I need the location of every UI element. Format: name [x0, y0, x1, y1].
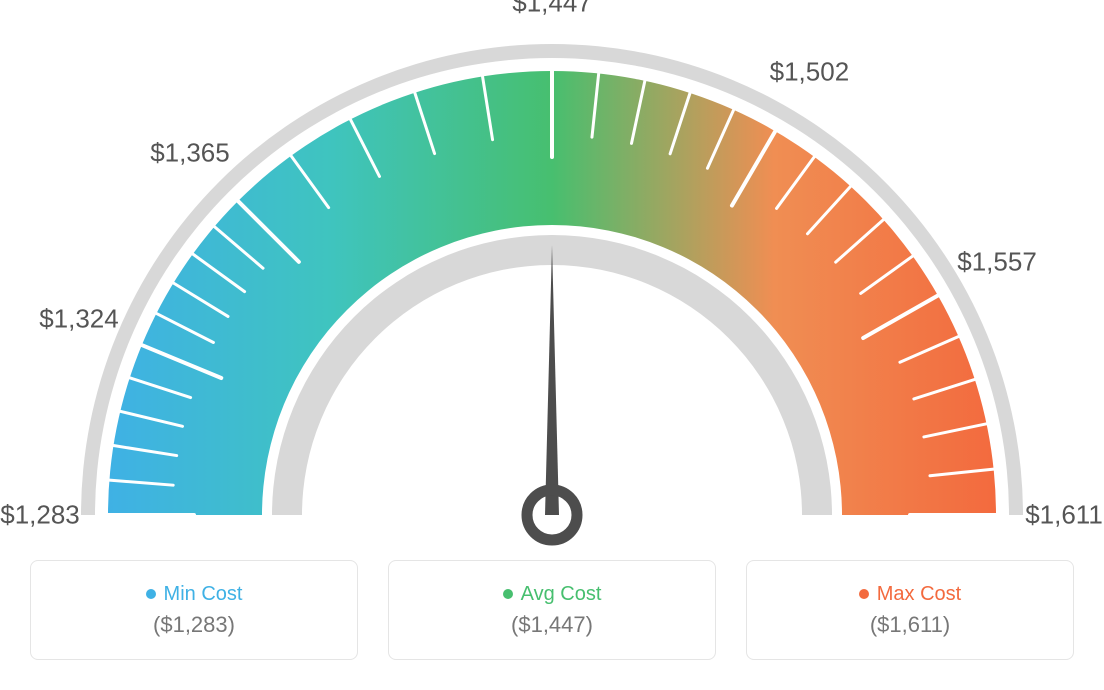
gauge-scale-label: $1,283 — [0, 500, 80, 531]
gauge-chart-wrapper: $1,283 $1,324 $1,365 $1,447 $1,502 $1,557 $1,6… — [0, 0, 1104, 690]
gauge-scale-label: $1,557 — [957, 246, 1037, 277]
legend-value-avg: ($1,447) — [511, 612, 593, 638]
legend-value-max: ($1,611) — [870, 612, 950, 638]
legend-row: Min Cost ($1,283) Avg Cost ($1,447) Max … — [30, 560, 1074, 660]
gauge-scale-label: $1,365 — [150, 137, 230, 168]
gauge-needle — [545, 245, 559, 515]
legend-card-min: Min Cost ($1,283) — [30, 560, 358, 660]
gauge-scale-label: $1,324 — [39, 304, 119, 335]
legend-card-avg: Avg Cost ($1,447) — [388, 560, 716, 660]
gauge-area: $1,283 $1,324 $1,365 $1,447 $1,502 $1,557 $1,6… — [0, 0, 1104, 560]
gauge-svg — [0, 0, 1104, 560]
gauge-scale-label: $1,447 — [512, 0, 592, 19]
gauge-scale-label: $1,502 — [770, 57, 850, 88]
gauge-scale-label: $1,611 — [1025, 500, 1103, 531]
legend-title-max: Max Cost — [859, 583, 961, 606]
legend-title-avg: Avg Cost — [503, 583, 602, 606]
legend-value-min: ($1,283) — [153, 612, 235, 638]
legend-card-max: Max Cost ($1,611) — [746, 560, 1074, 660]
legend-title-min: Min Cost — [146, 583, 243, 606]
